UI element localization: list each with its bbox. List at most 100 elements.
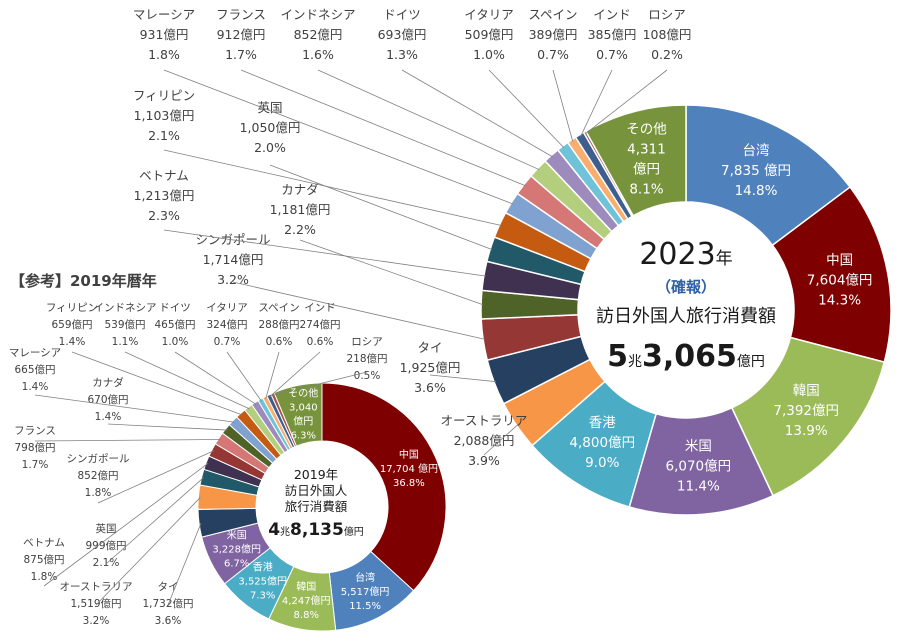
donut-2019-slice-6-label-1: 1,519億円	[70, 597, 121, 610]
donut-2019-slice-5-label-0: タイ	[158, 581, 179, 593]
donut-2023-slice-10-label-0: 英国	[257, 100, 282, 115]
donut-2023-slice-5-label-2: 3.9%	[468, 453, 500, 468]
donut-2019-leader-line-16	[226, 351, 262, 402]
donut-2023-slice-13-label-1: 912億円	[217, 27, 266, 42]
donut-2023-slice-15-label-2: 1.3%	[386, 47, 418, 62]
donut-2023-slice-6-label-0: タイ	[417, 340, 442, 355]
donut-2023-slice-14-label-0: インドネシア	[280, 7, 355, 22]
donut-2019-slice-17-label-1: 288億円	[258, 318, 299, 331]
donut-2019-slice-9-label-0: シンガポール	[67, 453, 130, 465]
donut-2019-slice-0-label-2: 36.8%	[393, 478, 425, 489]
donut-2023-leader-line-5	[483, 424, 519, 456]
donut-2019-slice-0-label-0: 中国	[399, 448, 419, 461]
center-year-2019: 2019年	[294, 467, 338, 482]
donut-2023-slice-4-label-0: 香港	[589, 415, 616, 431]
donut-2019-slice-0	[321, 382, 447, 592]
donut-2019-slice-7-label-1: 999億円	[85, 539, 126, 552]
donut-2019-slice-1-label-1: 5,517億円	[341, 585, 390, 598]
donut-2019-slice-10-label-1: 798億円	[14, 441, 55, 454]
donut-2023-slice-14-label-1: 852億円	[294, 27, 343, 42]
donut-2019-slice-1-label-0: 台湾	[355, 571, 375, 584]
donut-2023-leader-line-18	[580, 69, 613, 137]
donut-2019-slice-19-label-2: 0.5%	[354, 370, 381, 382]
donut-2019-slice-15-label-2: 1.0%	[162, 336, 189, 348]
donut-2023-leader-line-7	[232, 281, 486, 340]
donut-2019-slice-12-label-1: 665億円	[14, 363, 55, 376]
donut-2023-leader-line-17	[552, 69, 574, 142]
donut-2019-slice-4-label-1: 3,228億円	[212, 542, 261, 555]
donut-2019-slice-12-label-0: マレーシア	[9, 347, 61, 359]
donut-2023-slice-5-label-1: 2,088億円	[454, 433, 515, 448]
donut-2023-leader-line-15	[401, 69, 553, 158]
donut-2019-slice-7-label-0: 英国	[96, 522, 117, 535]
donut-2019-slice-15-label-1: 465億円	[154, 318, 195, 331]
donut-2023-slice-0-label-1: 7,835 億円	[721, 163, 791, 179]
donut-2023-leader-line-9	[163, 229, 486, 277]
donut-2023-slice-18-label-0: インド	[593, 7, 631, 22]
donut-2019-leader-line-14	[124, 351, 250, 410]
donut-2023-slice-17-label-1: 389億円	[529, 27, 578, 42]
donut-2023-slice-13-label-0: フランス	[216, 7, 266, 22]
donut-2019-leader-line-9	[97, 450, 214, 504]
donut-2023-slice-9-label-1: 1,213億円	[134, 188, 195, 203]
donut-2019-slice-0-label-1: 17,704 億円	[380, 462, 438, 475]
donut-2023-slice-8-label-2: 2.2%	[284, 222, 316, 237]
donut-2019-slice-13-label-0: フィリピン	[46, 302, 98, 314]
donut-2023-slice-7-label-1: 1,714億円	[203, 252, 264, 267]
donut-2019-slice-6-label-2: 3.2%	[83, 615, 110, 627]
donut-2023-slice-1-label-2: 14.3%	[818, 293, 861, 309]
center-title-2023: 訪日外国人旅行消費額	[596, 306, 776, 327]
donut-2023-slice-19-label-2: 0.2%	[651, 47, 683, 62]
donut-2023-slice-1-label-0: 中国	[826, 253, 853, 269]
donut-2019-slice-14-label-0: インドネシア	[94, 302, 157, 314]
donut-2019-slice-18-label-2: 0.6%	[307, 336, 334, 348]
donut-2023-slice-15-label-1: 693億円	[378, 27, 427, 42]
donut-2019-slice-7-label-2: 2.1%	[93, 557, 120, 569]
donut-2019-slice-3-label-0: 香港	[253, 562, 273, 574]
donut-2019-slice-16-label-2: 0.7%	[214, 336, 241, 348]
donut-2023-slice-9-label-0: ベトナム	[139, 168, 189, 183]
donut-2019-slice-8-label-0: ベトナム	[23, 537, 65, 549]
donut-2023-slice-8-label-1: 1,181億円	[270, 202, 331, 217]
donut-2019-slice-20-label-3: 6.3%	[291, 430, 316, 441]
donut-2019-slice-20-label-1: 3,040	[289, 402, 318, 413]
donut-2023-slice-6-label-1: 1,925億円	[400, 360, 461, 375]
donut-2023-slice-4-label-2: 9.0%	[585, 455, 619, 471]
donut-2023-leader-line-12	[163, 69, 514, 205]
donut-2023-slice-20-label-0: その他	[626, 121, 667, 137]
donut-2019-slice-8-label-2: 1.8%	[31, 571, 58, 583]
donut-2023-slice-2-label-1: 7,392億円	[773, 403, 839, 419]
donut-2019-leader-line-6	[95, 497, 201, 606]
donut-2023-slice-17-label-2: 0.7%	[537, 47, 569, 62]
donut-2023-slice-14-label-2: 1.6%	[302, 47, 334, 62]
donut-2019-leader-line-13	[71, 351, 243, 416]
donut-2023-slice-2-label-0: 韓国	[793, 383, 820, 399]
donut-2019-slice-13-label-2: 1.4%	[59, 336, 86, 348]
donut-2019-slice-15-label-0: ドイツ	[159, 302, 191, 314]
donut-2019-leader-line-10	[34, 439, 221, 442]
donut-2019-slice-16-label-1: 324億円	[206, 318, 247, 331]
donut-2023-slice-2-label-2: 13.9%	[785, 423, 828, 439]
donut-2019-slice-20-label-0: その他	[288, 386, 318, 399]
donut-2019-slice-16-label-0: イタリア	[206, 302, 248, 314]
donut-2019-leader-line-8	[43, 463, 209, 587]
donut-2023-slice-2	[730, 336, 886, 497]
donut-2023-slice-12-label-2: 1.8%	[148, 47, 180, 62]
donut-2023-slice-18-label-1: 385億円	[588, 27, 637, 42]
donut-2023-leader-line-10	[269, 164, 493, 251]
donut-2019-leader-line-11	[107, 423, 228, 431]
donut-2019-slice-10-label-2: 1.7%	[22, 459, 49, 471]
donut-2019-slice-8-label-1: 875億円	[23, 553, 64, 566]
donut-2019-slice-11-label-0: カナダ	[92, 376, 124, 389]
donut-2023-slice-3-label-2: 11.4%	[677, 479, 720, 495]
donut-2023-slice-20	[584, 104, 687, 217]
donut-2023-slice-6-label-2: 3.6%	[414, 380, 446, 395]
donut-2019-leader-line-18	[269, 351, 321, 398]
donut-2019-slice-17-label-2: 0.6%	[266, 336, 293, 348]
donut-2019-leader-line-15	[174, 351, 257, 405]
donut-2019-slice-2-label-1: 4,247億円	[282, 594, 331, 607]
donut-2023-slice-17-label-0: スペイン	[528, 7, 577, 22]
donut-2023-slice-19-label-0: ロシア	[648, 7, 686, 22]
donut-2023-leader-line-6	[429, 374, 497, 383]
